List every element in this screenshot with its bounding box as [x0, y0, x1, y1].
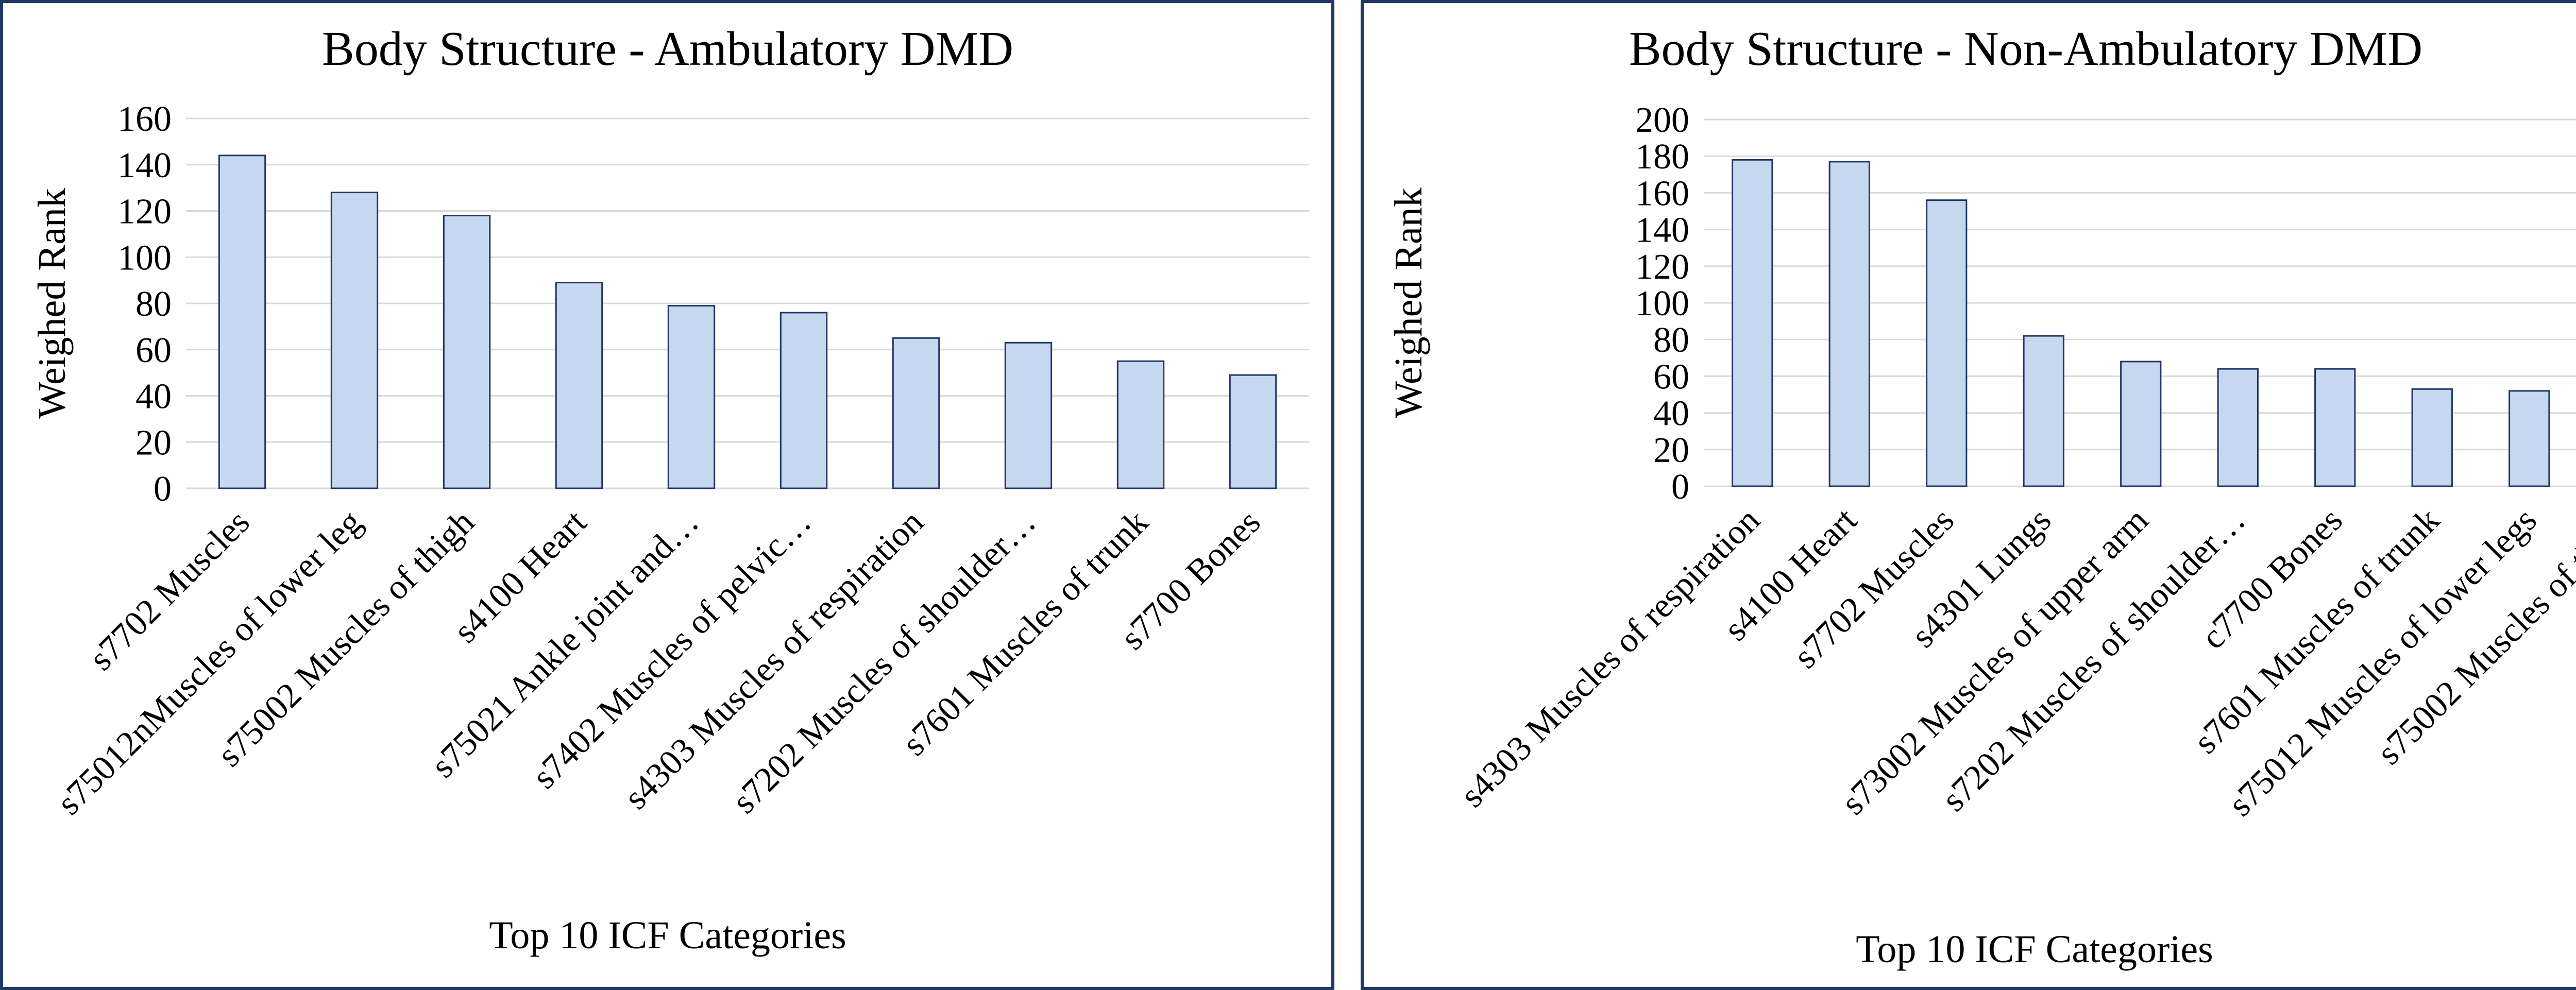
chart1-bar-s4303-muscles-of-respiration: [1732, 159, 1773, 487]
chart1-bar-s73002-muscles-of-upper-arm: [2120, 361, 2162, 487]
chart0-bar-s7601-muscles-of-trunk: [1116, 360, 1165, 489]
chart1-bar-c7700-bones: [2314, 368, 2356, 487]
chart1-y-tick-40: 40: [1653, 394, 1689, 434]
chart0-y-tick-40: 40: [135, 377, 172, 417]
chart1-y-tick-80: 80: [1653, 320, 1689, 360]
chart0-bar-s75021-ankle-joint-and: [667, 304, 716, 489]
chart1-title: Body Structure - Non-Ambulatory DMD: [1629, 22, 2422, 76]
chart0-bar-s7700-bones: [1229, 374, 1277, 489]
chart-panel-non-ambulatory: Body Structure - Non-Ambulatory DMD Weigh…: [1361, 0, 2576, 990]
chart0-bar-s75002-muscles-of-thigh: [443, 214, 491, 489]
chart0-bar-s75012nmuscles-of-lower-leg: [330, 192, 379, 489]
chart1-category-label-s4303-muscles-of-respiration: s4303 Muscles of respiration: [1452, 500, 1767, 815]
chart1-y-tick-60: 60: [1653, 357, 1689, 397]
chart1-bar-s4100-heart: [1828, 161, 1870, 487]
chart0-y-tick-20: 20: [135, 423, 172, 463]
chart0-y-tick-60: 60: [135, 331, 172, 370]
chart-panel-ambulatory: Body Structure - Ambulatory DMD Weighed R…: [0, 0, 1334, 990]
bar-chart-non-ambulatory: Body Structure - Non-Ambulatory DMD Weigh…: [1387, 22, 2576, 971]
chart0-y-tick-100: 100: [117, 238, 172, 278]
chart1-bar-s7702-muscles: [1926, 199, 1968, 487]
chart1-y-axis-label: Weighed Rank: [1387, 187, 1430, 418]
chart0-bar-s7202-muscles-of-shoulder: [1004, 342, 1053, 489]
chart0-y-tick-140: 140: [117, 146, 172, 185]
chart0-y-tick-80: 80: [135, 284, 172, 324]
chart0-y-tick-120: 120: [117, 192, 172, 232]
chart1-y-tick-0: 0: [1671, 467, 1689, 507]
chart1-y-tick-180: 180: [1635, 137, 1689, 177]
chart0-y-axis-label: Weighed Rank: [30, 188, 74, 419]
chart0-y-tick-0: 0: [154, 469, 172, 509]
chart1-bar-s7202-muscles-of-shoulder: [2217, 368, 2259, 487]
chart0-bar-s7702-muscles: [218, 155, 266, 489]
chart0-title: Body Structure - Ambulatory DMD: [322, 22, 1013, 76]
chart0-bar-s4303-muscles-of-respiration: [892, 337, 940, 489]
chart1-y-tick-140: 140: [1635, 211, 1689, 250]
chart1-y-tick-200: 200: [1635, 100, 1689, 140]
chart0-bar-s4100-heart: [555, 282, 603, 489]
bar-chart-ambulatory: Body Structure - Ambulatory DMD Weighed R…: [30, 22, 1309, 957]
chart1-y-tick-160: 160: [1635, 174, 1689, 213]
chart0-y-tick-160: 160: [117, 99, 172, 139]
chart0-x-axis-label: Top 10 ICF Categories: [489, 914, 846, 957]
chart0-bar-s7402-muscles-of-pelvic: [779, 312, 828, 489]
chart1-bar-s7601-muscles-of-trunk: [2411, 388, 2453, 487]
chart1-bar-s4301-lungs: [2023, 335, 2064, 487]
chart1-x-axis-label: Top 10 ICF Categories: [1856, 928, 2213, 971]
chart1-y-tick-120: 120: [1635, 247, 1689, 287]
chart1-bar-s75012-muscles-of-lower-legs: [2509, 390, 2550, 487]
chart1-y-tick-100: 100: [1635, 284, 1689, 323]
chart1-y-tick-20: 20: [1653, 431, 1689, 470]
